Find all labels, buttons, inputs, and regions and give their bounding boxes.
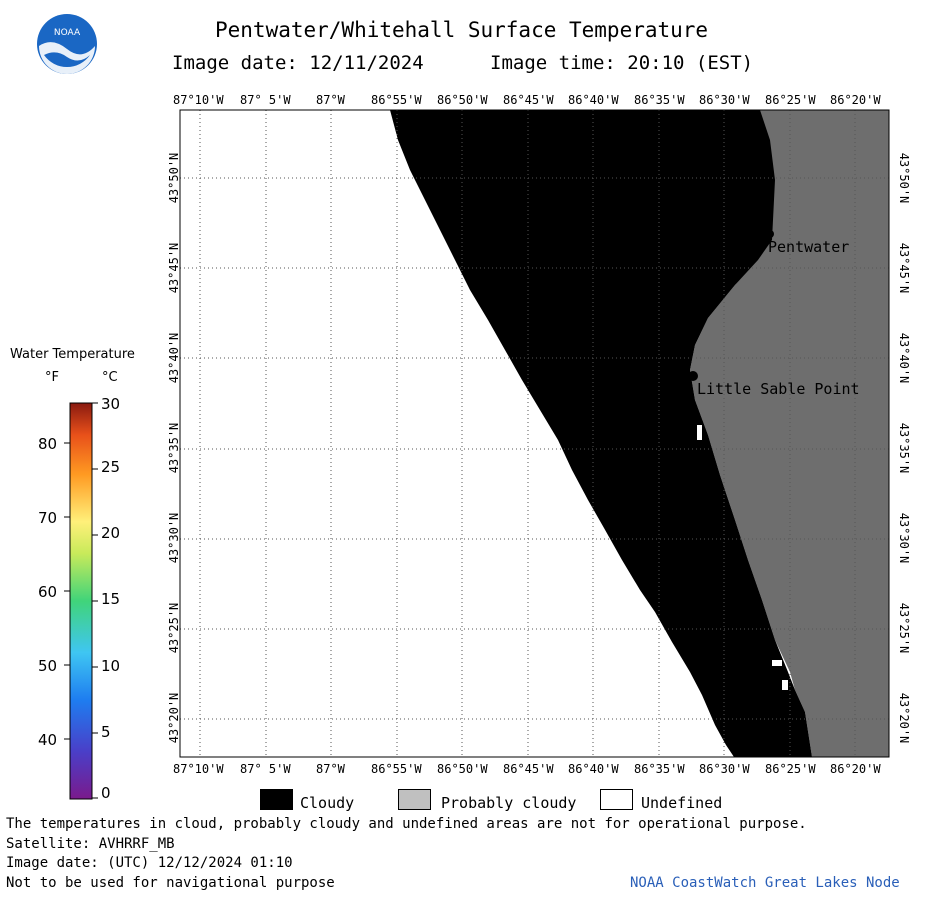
lon-label: 87° 5'W bbox=[240, 762, 291, 776]
c-tick: 5 bbox=[101, 723, 111, 741]
lon-label: 86°50'W bbox=[437, 93, 488, 107]
lat-label: 43°50'N bbox=[897, 152, 911, 204]
lat-label: 43°50'N bbox=[167, 152, 181, 204]
image-time: Image time: 20:10 (EST) bbox=[490, 52, 754, 74]
lat-label: 43°25'N bbox=[897, 602, 911, 654]
place-label-little-sable-point: Little Sable Point bbox=[697, 380, 860, 398]
colorbar-unit-f: °F bbox=[45, 370, 59, 385]
lon-label: 86°40'W bbox=[568, 93, 619, 107]
lon-label: 86°20'W bbox=[830, 93, 881, 107]
legend-swatch-undefined bbox=[600, 789, 633, 810]
lon-label: 86°35'W bbox=[634, 762, 685, 776]
lat-label: 43°40'N bbox=[897, 332, 911, 384]
colorbar-unit-c: °C bbox=[102, 370, 118, 385]
page-title: Pentwater/Whitehall Surface Temperature bbox=[215, 18, 709, 42]
lon-label: 86°30'W bbox=[699, 762, 750, 776]
lat-label: 43°20'N bbox=[167, 692, 181, 744]
image-date: Image date: 12/11/2024 bbox=[172, 52, 424, 74]
f-tick: 80 bbox=[38, 435, 58, 453]
lon-label: 86°35'W bbox=[634, 93, 685, 107]
c-tick: 30 bbox=[101, 395, 121, 413]
lat-label: 43°35'N bbox=[167, 422, 181, 474]
map-cloud bbox=[390, 110, 812, 757]
c-tick: 25 bbox=[101, 458, 121, 476]
lat-label: 43°30'N bbox=[897, 512, 911, 564]
speck-3 bbox=[782, 680, 788, 690]
f-tick: 40 bbox=[38, 731, 58, 749]
c-tick: 0 bbox=[101, 784, 111, 802]
c-tick: 20 bbox=[101, 524, 121, 542]
lon-label: 87°W bbox=[316, 762, 345, 776]
lon-label: 86°25'W bbox=[765, 762, 816, 776]
nav-warning: Not to be used for navigational purpose bbox=[6, 875, 335, 891]
lon-label: 87°10'W bbox=[173, 93, 224, 107]
legend-label-cloudy: Cloudy bbox=[300, 794, 355, 812]
legend-swatch-probably-cloudy bbox=[398, 789, 431, 810]
lon-label: 86°45'W bbox=[503, 762, 554, 776]
colorbar-gradient bbox=[69, 402, 93, 800]
map-land bbox=[690, 110, 889, 757]
lat-label: 43°30'N bbox=[167, 512, 181, 564]
lon-label: 86°50'W bbox=[437, 762, 488, 776]
f-tick: 70 bbox=[38, 509, 58, 527]
satellite-info: Satellite: AVHRRF_MB bbox=[6, 836, 175, 852]
lon-label: 86°45'W bbox=[503, 93, 554, 107]
little-sable-point-marker bbox=[688, 371, 698, 381]
disclaimer: The temperatures in cloud, probably clou… bbox=[6, 816, 807, 832]
lat-label: 43°35'N bbox=[897, 422, 911, 474]
logo-text: NOAA bbox=[54, 28, 81, 38]
c-tick: 10 bbox=[101, 657, 121, 675]
lon-label: 87°W bbox=[316, 93, 345, 107]
lon-label: 86°40'W bbox=[568, 762, 619, 776]
lon-label: 86°55'W bbox=[371, 762, 422, 776]
map-frame bbox=[179, 109, 890, 758]
pentwater-marker bbox=[766, 230, 774, 238]
noaa-logo-icon: NOAA bbox=[37, 14, 97, 74]
legend-label-probably-cloudy: Probably cloudy bbox=[441, 794, 577, 812]
utc-date: Image date: (UTC) 12/12/2024 01:10 bbox=[6, 855, 293, 871]
lon-label: 86°55'W bbox=[371, 93, 422, 107]
lon-label: 86°30'W bbox=[699, 93, 750, 107]
credit-link[interactable]: NOAA CoastWatch Great Lakes Node bbox=[630, 875, 900, 891]
f-tick: 50 bbox=[38, 657, 58, 675]
lat-label: 43°45'N bbox=[167, 242, 181, 294]
lon-label: 86°25'W bbox=[765, 93, 816, 107]
c-tick: 15 bbox=[101, 590, 121, 608]
lon-label: 87°10'W bbox=[173, 762, 224, 776]
lat-label: 43°45'N bbox=[897, 242, 911, 294]
legend-label-undefined: Undefined bbox=[641, 794, 723, 812]
colorbar bbox=[64, 402, 98, 800]
lon-label: 86°20'W bbox=[830, 762, 881, 776]
colorbar-title: Water Temperature bbox=[10, 347, 135, 362]
lat-label: 43°20'N bbox=[897, 692, 911, 744]
place-label-pentwater: Pentwater bbox=[768, 238, 849, 256]
speck-1 bbox=[697, 425, 702, 440]
lat-label: 43°40'N bbox=[167, 332, 181, 384]
legend-swatch-cloudy bbox=[260, 789, 293, 810]
speck-2 bbox=[772, 660, 782, 666]
f-tick: 60 bbox=[38, 583, 58, 601]
lon-label: 87° 5'W bbox=[240, 93, 291, 107]
lat-label: 43°25'N bbox=[167, 602, 181, 654]
